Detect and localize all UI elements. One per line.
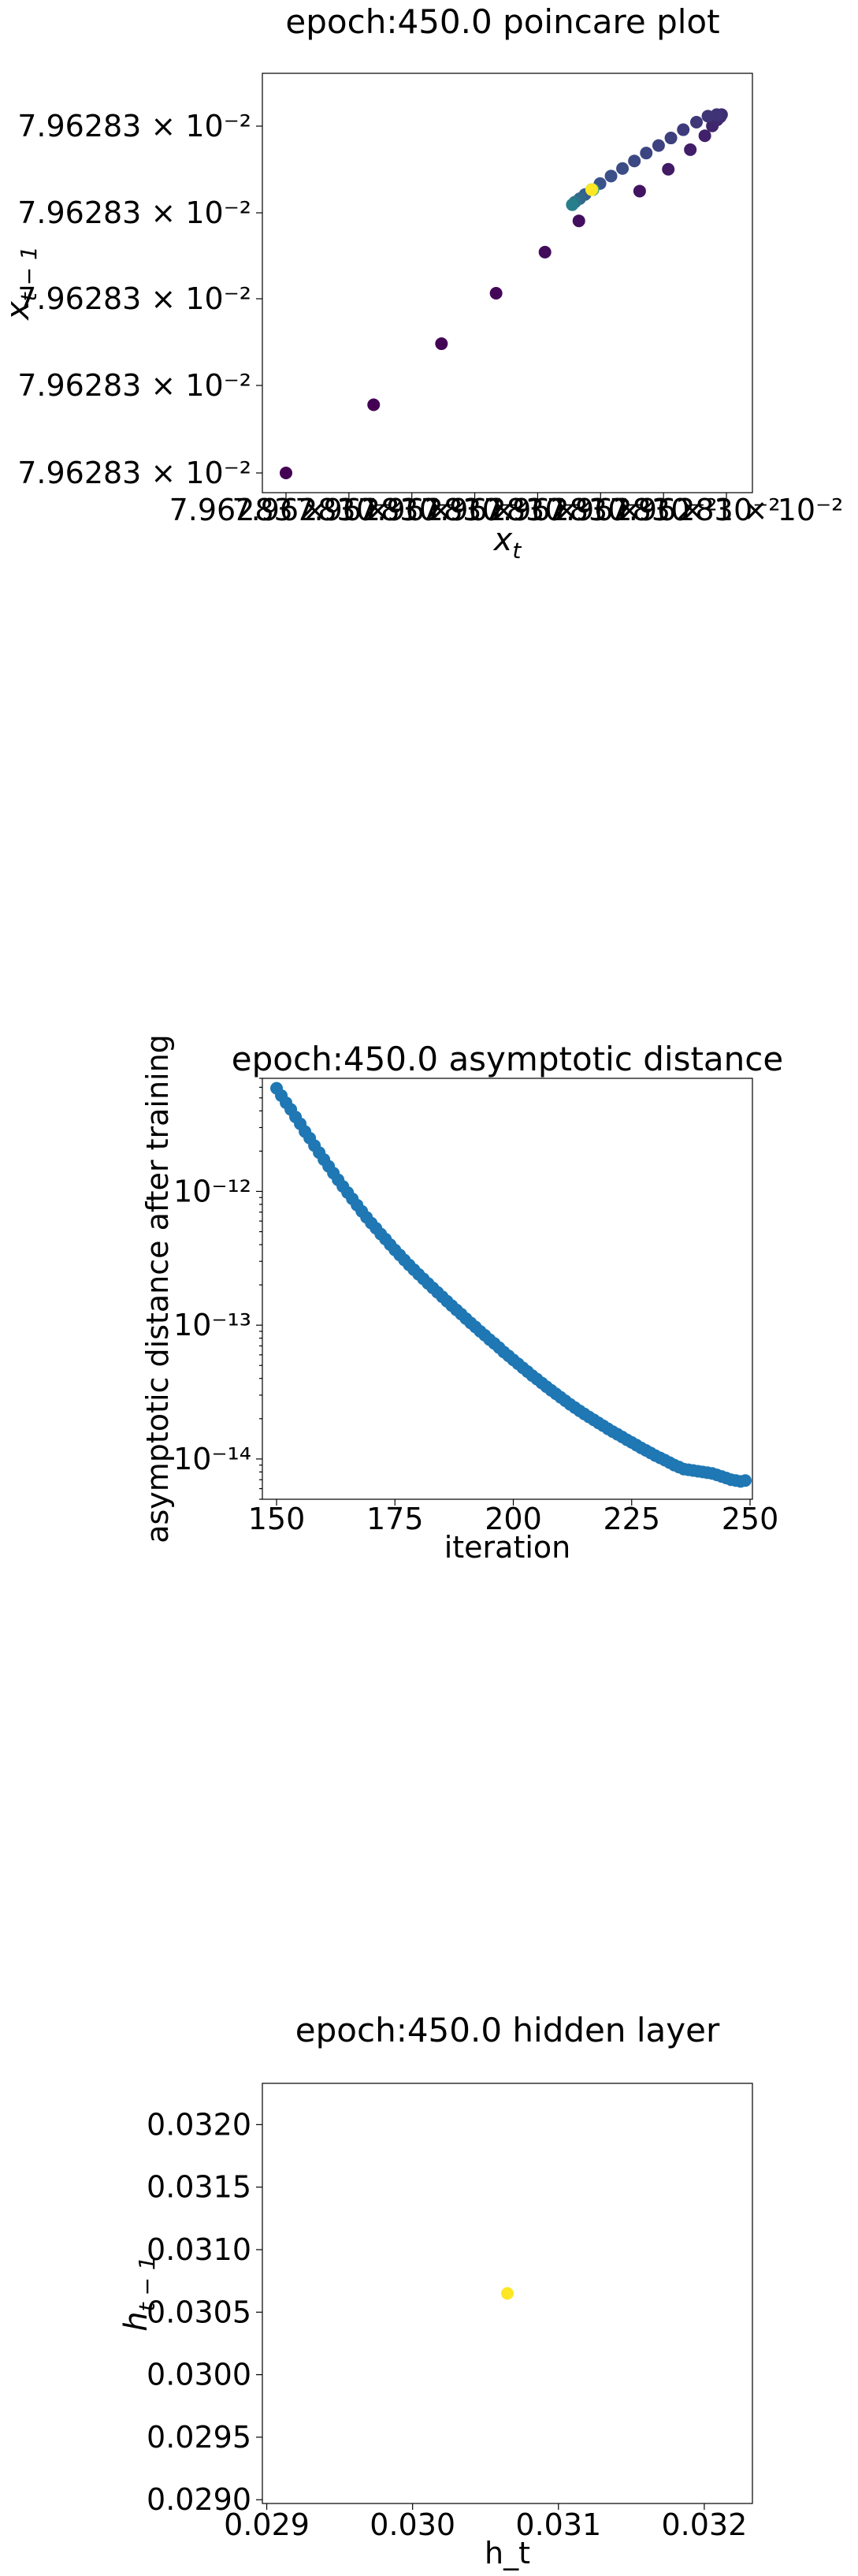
y-tick-label: 0.0300 (147, 2358, 251, 2392)
x-tick-label: 7.96283 × 10⁻² (232, 493, 466, 527)
x-tick-label: 7.96283 × 10⁻² (610, 493, 844, 527)
y-tick-label: 0.0320 (147, 2107, 251, 2142)
x-tick-labels: 7.96283 × 10⁻²7.96283 × 10⁻²7.96283 × 10… (169, 493, 844, 527)
scatter-point (616, 162, 630, 175)
x-axis-label: h_t (485, 2536, 530, 2570)
y-tick-label: 7.96283 × 10⁻² (17, 368, 251, 403)
x-tick-label: 7.96283 × 10⁻² (169, 493, 403, 527)
x-tick-label: 0.029 (224, 2507, 310, 2542)
y-tick-labels: 10⁻¹² 10⁻¹³ 10⁻¹⁴ (173, 1078, 262, 1500)
x-tick-label: 7.96283 × 10⁻² (547, 493, 781, 527)
scatter-point (698, 129, 711, 143)
x-tick-label: 0.031 (515, 2507, 601, 2542)
x-tick-label: 175 (366, 1502, 424, 1536)
scatter-point (640, 147, 653, 160)
scatter-point (633, 184, 646, 198)
y-tick-label: 7.96283 × 10⁻² (17, 195, 251, 230)
scatter-point (738, 1474, 752, 1487)
scatter-point (701, 110, 715, 123)
x-axis-label: xt (492, 522, 522, 564)
y-tick-label: 7.96283 × 10⁻² (17, 281, 251, 316)
plot-frame (262, 1078, 753, 1500)
scatter-point (572, 214, 585, 228)
plot-frame (262, 73, 753, 493)
hidden-layer-chart: epoch:450.0 hidden layer 0.02900.02950.0… (118, 2011, 753, 2570)
scatter-point (280, 467, 292, 479)
y-tick-label: 7.96283 × 10⁻² (17, 109, 251, 143)
scatter-points (270, 1081, 752, 1488)
y-tick-label: 10⁻¹² (173, 1174, 251, 1208)
scatter-point (628, 154, 641, 168)
scatter-point (684, 143, 697, 156)
y-tick-label: 0.0315 (147, 2170, 251, 2205)
y-tick-label: 0.0310 (147, 2232, 251, 2267)
x-tick-label: 7.96283 × 10⁻² (358, 493, 592, 527)
x-tick-label: 250 (722, 1502, 779, 1536)
x-tick-labels: 150 175 200 225 250 (248, 1499, 778, 1536)
x-tick-label: 7.96283 × 10⁻² (484, 493, 718, 527)
scatter-point (677, 123, 690, 136)
plot-frame (262, 2083, 753, 2504)
x-axis-label: iteration (444, 1530, 571, 1565)
scatter-point (566, 198, 579, 211)
x-tick-label: 7.96283 × 10⁻² (421, 493, 655, 527)
x-tick-label: 0.032 (662, 2507, 748, 2542)
y-axis-label: ht − 1 (118, 2256, 160, 2331)
asymptotic-distance-chart: epoch:450.0 asymptotic distance 10⁻¹²10⁻… (140, 1034, 783, 1565)
scatter-point (501, 2287, 514, 2300)
scatter-point (585, 183, 598, 196)
y-tick-label: 10⁻¹⁴ (173, 1442, 251, 1476)
scatter-point (689, 115, 703, 128)
x-tick-label: 0.030 (370, 2507, 455, 2542)
x-tick-labels: 0.029 0.030 0.031 0.032 (224, 2503, 747, 2542)
poincare-plot-chart: epoch:450.0 poincare plot 7.96283 × 10⁻²… (0, 2, 843, 564)
y-tick-label: 10⁻¹³ (173, 1308, 251, 1342)
y-tick-label: 0.0295 (147, 2420, 251, 2455)
scatter-point (489, 286, 503, 300)
scatter-point (367, 398, 381, 411)
scatter-points (280, 108, 728, 479)
scatter-point (604, 169, 618, 183)
x-tick-label: 150 (248, 1502, 306, 1536)
y-tick-label: 0.0290 (147, 2482, 251, 2517)
svg-text:xt − 1: xt − 1 (0, 246, 42, 322)
chart-title: epoch:450.0 hidden layer (295, 2011, 720, 2049)
scatter-point (664, 132, 678, 145)
chart-title: epoch:450.0 asymptotic distance (232, 1040, 783, 1078)
y-axis-label: asymptotic distance after training (140, 1034, 175, 1543)
scatter-point (538, 245, 552, 259)
x-tick-label: 225 (603, 1502, 660, 1536)
y-tick-labels: 7.96283 × 10⁻² 7.96283 × 10⁻² 7.96283 × 10… (17, 109, 262, 490)
y-axis-label: xt − 1 (0, 246, 42, 322)
x-tick-label: 7.96283 × 10⁻² (295, 493, 529, 527)
svg-text:xt: xt (492, 522, 522, 564)
scatter-points (501, 2287, 514, 2300)
y-tick-label: 0.0305 (147, 2295, 251, 2329)
scatter-point (662, 162, 675, 176)
scatter-point (652, 139, 665, 152)
scatter-point (435, 337, 448, 351)
y-tick-labels: 0.0290 0.0295 0.0300 0.0305 0.0310 0.0315 0.03… (147, 2107, 262, 2517)
chart-title: epoch:450.0 poincare plot (285, 2, 719, 41)
svg-text:ht − 1: ht − 1 (118, 2256, 160, 2331)
x-tick-label: 200 (485, 1502, 542, 1536)
y-tick-label: 7.96283 × 10⁻² (17, 456, 251, 490)
